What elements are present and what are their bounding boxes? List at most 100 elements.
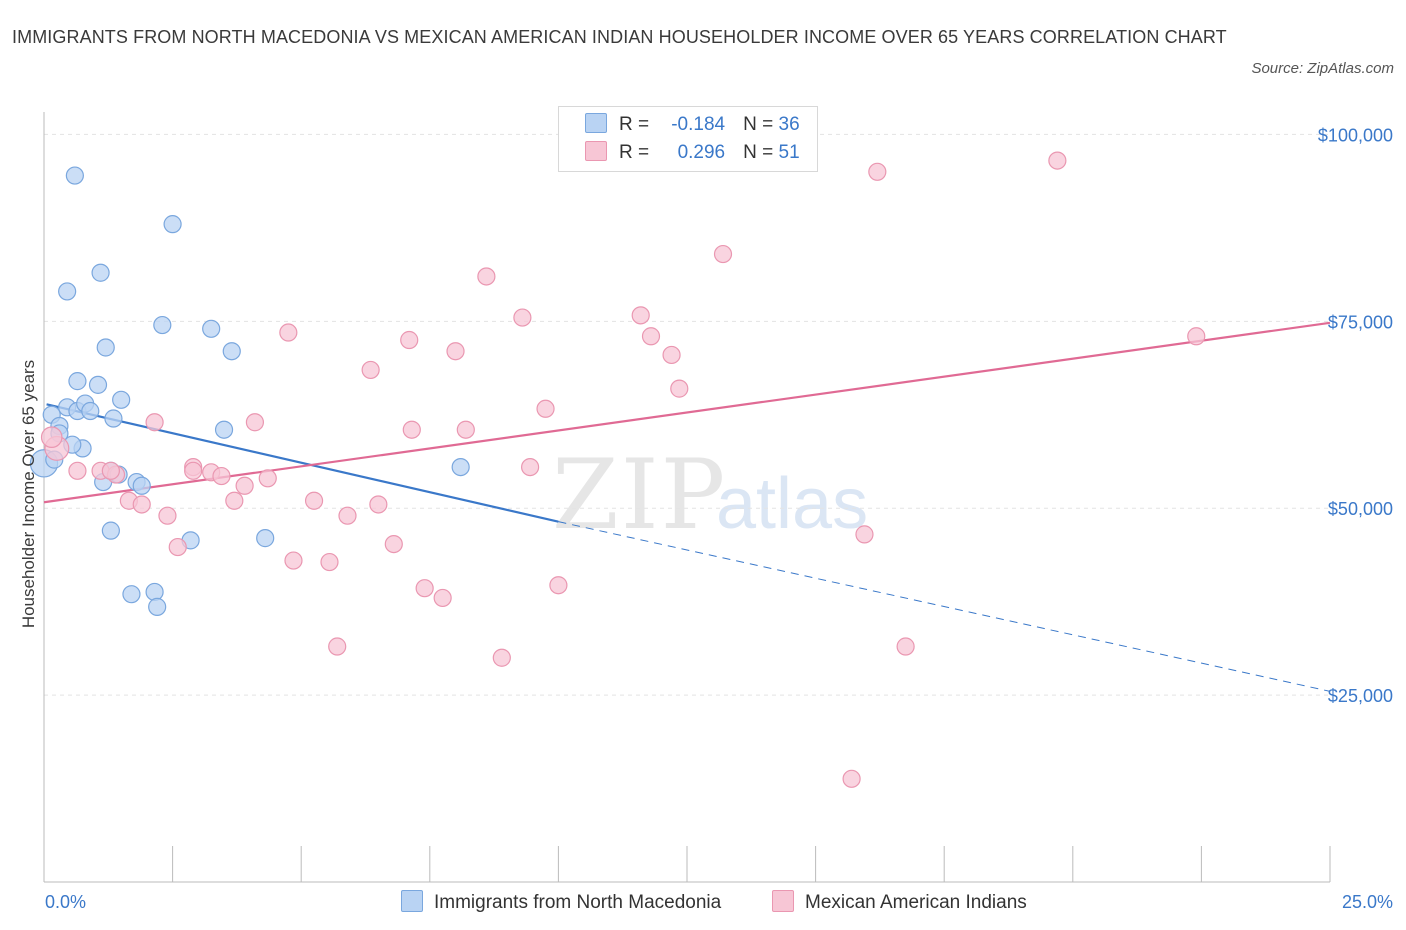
mexican-american-indian-point <box>338 506 357 525</box>
macedonia-point <box>214 420 234 439</box>
watermark-atlas: atlas <box>716 464 868 544</box>
mexican-american-indian-point <box>158 506 177 525</box>
mexican-american-indian-point <box>402 420 421 439</box>
mexican-american-indian-point <box>384 534 403 554</box>
mexican-american-indian-point <box>184 461 203 480</box>
x-tick-label: 25.0% <box>1342 892 1393 912</box>
mexican-american-indian-point <box>492 648 511 667</box>
mexican-american-indian-point <box>328 637 347 656</box>
mexican-american-indian-point <box>842 769 861 788</box>
legend-n-value: 51 <box>778 142 800 163</box>
macedonia-point <box>81 401 100 421</box>
mexican-american-indian-point <box>132 495 151 514</box>
legend-r-value: 0.296 <box>677 142 726 163</box>
bottom-legend-item-macedonia: Immigrants from North Macedonia <box>401 890 721 914</box>
macedonia-point <box>112 390 131 409</box>
macedonia-point <box>222 342 241 361</box>
mexican-american-indian-point <box>1187 327 1206 346</box>
mexican-american-indian-point <box>631 306 650 325</box>
mexican-american-indian-point <box>304 491 324 510</box>
y-tick-label: $100,000 <box>1318 125 1393 145</box>
mexican-american-indian-point <box>446 342 465 361</box>
bottom-legend-label: Mexican American Indians <box>805 892 1027 913</box>
mexican-american-indian-point <box>68 461 87 480</box>
mexican-american-indian-point <box>101 461 120 480</box>
mexican-american-indian-trend-line <box>43 321 1331 504</box>
macedonia-point <box>148 597 167 616</box>
mexican-american-indian-point <box>896 637 915 656</box>
mexican-american-indian-point <box>433 588 452 608</box>
mexican-american-indian-point <box>320 552 339 572</box>
mexican-american-indian-point <box>369 495 388 514</box>
macedonia-point <box>202 319 221 338</box>
y-tick-label: $75,000 <box>1328 312 1393 332</box>
legend-n-value: 36 <box>778 114 800 135</box>
chart-title: IMMIGRANTS FROM NORTH MACEDONIA VS MEXIC… <box>12 27 1227 47</box>
pink-swatch <box>772 890 794 912</box>
mexican-american-indian-point <box>245 413 265 432</box>
mexican-american-indian-point <box>513 308 532 327</box>
mexican-american-indian-point <box>415 579 434 598</box>
mexican-american-indian-point <box>536 399 555 418</box>
mexican-american-indian-point <box>258 469 277 488</box>
macedonia-point <box>153 315 172 335</box>
mexican-american-indian-point <box>477 267 496 286</box>
mexican-american-indian-point <box>855 525 874 544</box>
watermark: ZIP atlas <box>552 439 868 551</box>
gridlines <box>44 133 1330 696</box>
mexican-american-indian-point <box>713 244 733 264</box>
blue-swatch <box>585 113 607 133</box>
mexican-american-indian-point <box>868 162 887 181</box>
tick-labels: $25,000 $50,000 $75,000 $100,000 0.0% 25.0% <box>45 125 1393 912</box>
macedonia-point <box>65 166 84 185</box>
y-axis-title: Householder Income Over 65 years <box>19 360 38 628</box>
bottom-legend-item-mexican-american-indians: Mexican American Indians <box>772 890 1027 914</box>
mexican-american-indian-point <box>456 420 475 439</box>
mexican-american-indian-point <box>670 379 689 398</box>
legend-r-label: R = <box>619 142 650 163</box>
bottom-legend-label: Immigrants from North Macedonia <box>434 892 722 913</box>
mexican-american-indian-point <box>400 330 419 350</box>
macedonia-point <box>451 457 470 477</box>
macedonia-point <box>256 529 275 548</box>
mexican-american-indian-point <box>235 476 254 495</box>
macedonia-point <box>145 582 164 602</box>
legend-r-label: R = <box>619 114 650 135</box>
legend-n-label: N = <box>743 142 774 163</box>
macedonia-point <box>96 338 115 357</box>
watermark-zip: ZIP <box>552 439 727 551</box>
trend-lines <box>43 321 1331 692</box>
mexican-american-indian-point <box>212 466 231 486</box>
macedonia-trend-extension <box>558 521 1331 692</box>
mexican-american-indian-point <box>662 345 681 365</box>
axes <box>43 112 1331 883</box>
data-points <box>29 151 1206 788</box>
legend-row-blue: R = -0.184 N = 36 <box>585 113 800 139</box>
macedonia-point <box>88 375 108 394</box>
legend-row-pink: R = 0.296 N = 51 <box>585 141 800 167</box>
mexican-american-indian-point <box>279 323 298 342</box>
mexican-american-indian-point <box>549 576 568 595</box>
mexican-american-indian-point <box>521 457 540 477</box>
macedonia-point <box>122 585 141 604</box>
blue-swatch <box>401 890 423 912</box>
mexican-american-indian-point <box>284 551 303 570</box>
y-tick-label: $25,000 <box>1328 686 1393 706</box>
macedonia-point <box>163 215 182 234</box>
macedonia-point <box>68 372 87 391</box>
mexican-american-indian-point <box>40 426 63 448</box>
mexican-american-indian-point <box>168 537 187 557</box>
mexican-american-indian-point <box>361 360 380 380</box>
y-tick-label: $50,000 <box>1328 499 1393 519</box>
macedonia-point <box>132 476 151 495</box>
legend-n-label: N = <box>743 114 774 135</box>
macedonia-point <box>101 521 120 540</box>
mexican-american-indian-point <box>641 327 661 346</box>
correlation-legend: R = -0.184 N = 36 R = 0.296 N = 51 <box>558 106 818 172</box>
mexican-american-indian-point <box>1048 151 1067 170</box>
legend-r-value: -0.184 <box>671 114 726 135</box>
macedonia-point <box>58 282 77 301</box>
macedonia-point <box>91 263 110 282</box>
mexican-american-indian-point <box>225 491 244 510</box>
mexican-american-indian-point <box>145 413 164 432</box>
